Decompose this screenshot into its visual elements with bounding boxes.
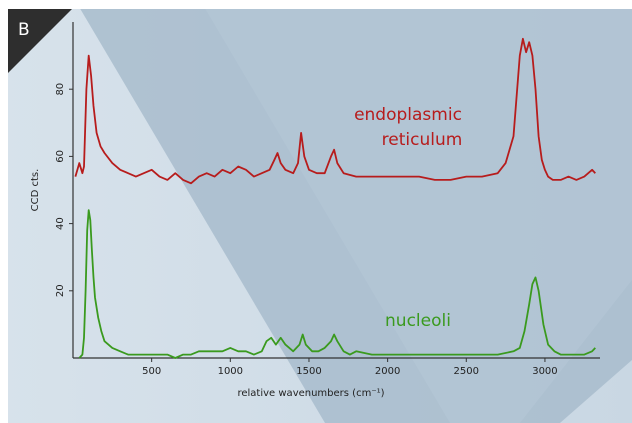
x-tick-label: 1500 bbox=[296, 366, 321, 377]
x-ticks: 500 1000 1500 2000 2500 3000 bbox=[142, 358, 558, 377]
er-series-label-line2: reticulum bbox=[382, 130, 463, 150]
y-tick-label: 80 bbox=[55, 83, 66, 96]
panel-tab bbox=[8, 9, 72, 73]
er-series-label-line1: endoplasmic bbox=[354, 105, 462, 125]
left-margin bbox=[0, 0, 8, 423]
y-tick-label: 60 bbox=[55, 150, 66, 163]
panel-letter: B bbox=[18, 20, 30, 40]
x-tick-label: 1000 bbox=[218, 366, 243, 377]
endoplasmic-reticulum-series-line bbox=[74, 37, 596, 185]
nucleoli-series-line bbox=[78, 209, 596, 359]
x-tick-label: 2500 bbox=[454, 366, 479, 377]
x-tick-label: 2000 bbox=[375, 366, 400, 377]
x-tick-label: 500 bbox=[142, 366, 161, 377]
y-tick-label: 40 bbox=[55, 217, 66, 230]
background-diagonal-band-light bbox=[200, 0, 632, 423]
nucleoli-series-label: nucleoli bbox=[385, 311, 451, 331]
y-tick-label: 20 bbox=[55, 284, 66, 297]
top-margin bbox=[0, 0, 632, 9]
y-ticks: 20 40 60 80 bbox=[55, 83, 73, 297]
x-axis-title: relative wavenumbers (cm⁻¹) bbox=[237, 388, 384, 399]
y-axis-title: CCD cts. bbox=[30, 169, 41, 212]
x-tick-label: 3000 bbox=[532, 366, 557, 377]
